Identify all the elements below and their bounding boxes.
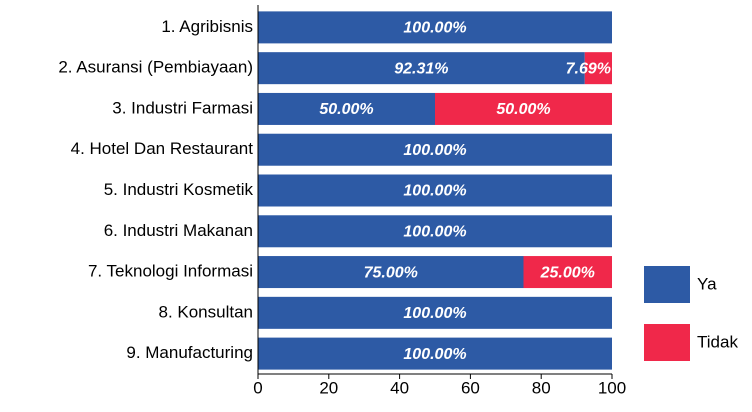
value-label: 50.00% — [319, 101, 373, 118]
value-label: 25.00% — [540, 264, 595, 281]
bar-segment — [258, 52, 585, 85]
bar-segment — [584, 52, 612, 85]
x-tick-label: 0 — [253, 378, 262, 397]
value-label: 100.00% — [403, 142, 466, 159]
x-tick-label: 100 — [598, 378, 626, 397]
x-tick-label: 60 — [461, 378, 480, 397]
bar-segment — [258, 11, 612, 44]
bar-segment — [435, 92, 612, 125]
value-label: 7.69% — [566, 60, 611, 77]
bar-segment — [258, 296, 612, 329]
legend-swatch — [644, 266, 690, 303]
y-tick-label: 5. Industri Kosmetik — [104, 180, 254, 199]
y-tick-label: 2. Asuransi (Pembiayaan) — [58, 58, 253, 77]
y-tick-label: 6. Industri Makanan — [104, 221, 253, 240]
legend-swatch — [644, 324, 690, 361]
x-tick-label: 20 — [319, 378, 338, 397]
value-label: 100.00% — [403, 223, 466, 240]
bar-segment — [523, 256, 612, 289]
value-label: 100.00% — [403, 20, 466, 37]
y-tick-label: 8. Konsultan — [158, 302, 253, 321]
bar-segment — [258, 256, 524, 289]
value-label: 100.00% — [403, 183, 466, 200]
bar-segment — [258, 174, 612, 207]
y-tick-label: 1. Agribisnis — [161, 17, 253, 36]
y-tick-label: 3. Industri Farmasi — [112, 98, 253, 117]
bar-segment — [258, 133, 612, 166]
bar-segment — [258, 92, 435, 125]
x-tick-label: 40 — [390, 378, 409, 397]
value-label: 50.00% — [496, 101, 550, 118]
y-tick-label: 7. Teknologi Informasi — [88, 262, 253, 281]
legend-label: Ya — [697, 274, 717, 293]
value-label: 92.31% — [394, 60, 448, 77]
value-label: 100.00% — [403, 305, 466, 322]
x-tick-label: 80 — [532, 378, 551, 397]
bar-segment — [258, 337, 612, 370]
value-label: 75.00% — [364, 264, 418, 281]
y-tick-label: 9. Manufacturing — [126, 343, 253, 362]
value-label: 100.00% — [403, 346, 466, 363]
y-tick-label: 4. Hotel Dan Restaurant — [71, 139, 254, 158]
legend-label: Tidak — [697, 332, 738, 351]
bar-segment — [258, 215, 612, 248]
